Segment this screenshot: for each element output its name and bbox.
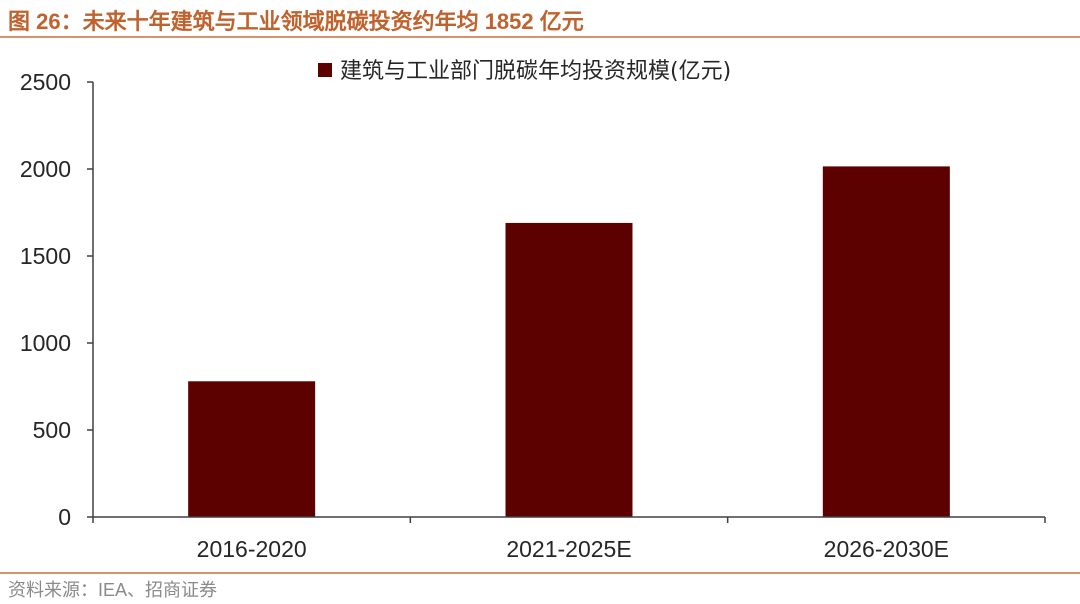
source-note: 资料来源：IEA、招商证券 — [8, 580, 218, 600]
source-divider — [0, 572, 1080, 574]
y-tick-label: 500 — [33, 417, 71, 443]
x-tick-label: 2016-2020 — [197, 536, 307, 562]
y-tick-label: 1500 — [20, 243, 71, 269]
title-divider — [0, 36, 1080, 38]
y-tick-label: 1000 — [20, 330, 71, 356]
y-tick-label: 0 — [58, 504, 71, 530]
bar-2021-2025E — [505, 222, 633, 517]
x-tick-label: 2026-2030E — [824, 536, 949, 562]
figure-title: 图 26：未来十年建筑与工业领域脱碳投资约年均 1852 亿元 — [8, 9, 584, 34]
bar-2016-2020 — [188, 381, 316, 517]
legend-swatch — [318, 63, 332, 77]
y-tick-label: 2500 — [20, 69, 71, 95]
x-tick-label: 2021-2025E — [506, 536, 631, 562]
legend-label: 建筑与工业部门脱碳年均投资规模(亿元) — [340, 59, 731, 84]
y-tick-label: 2000 — [20, 156, 71, 182]
legend: 建筑与工业部门脱碳年均投资规模(亿元) — [318, 59, 731, 84]
bar-2026-2030E — [822, 166, 950, 517]
